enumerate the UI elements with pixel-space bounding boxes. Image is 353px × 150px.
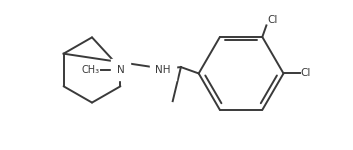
Text: Cl: Cl: [268, 15, 278, 25]
Text: NH: NH: [155, 65, 171, 75]
Text: CH₃: CH₃: [82, 65, 100, 75]
Text: Cl: Cl: [301, 68, 311, 78]
Text: N: N: [116, 65, 124, 75]
